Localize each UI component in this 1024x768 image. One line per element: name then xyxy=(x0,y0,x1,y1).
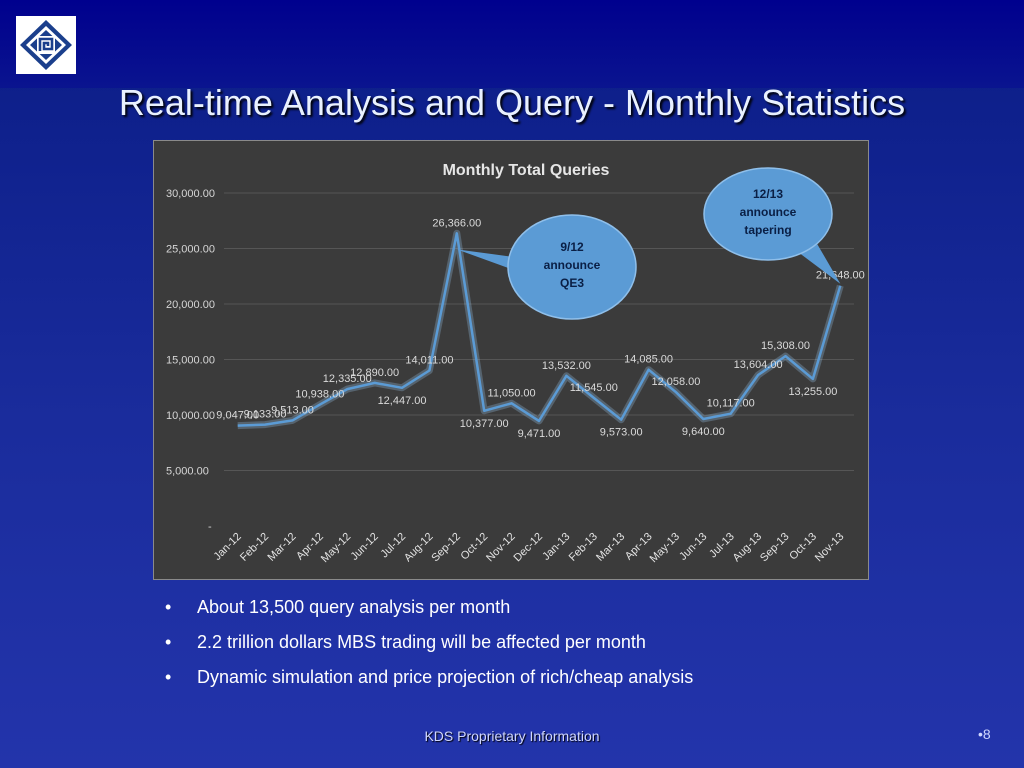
data-label: 13,604.00 xyxy=(734,359,783,371)
x-tick-label: Feb-13 xyxy=(567,531,600,564)
bullet-text: Dynamic simulation and price projection … xyxy=(197,667,694,687)
callout-bubble: 9/12 announce QE3 xyxy=(456,214,637,320)
series-line-group xyxy=(237,229,844,430)
x-tick-label: Jun-12 xyxy=(349,531,381,563)
x-tick-label: Dec-12 xyxy=(512,531,546,565)
bullet-list: • About 13,500 query analysis per month … xyxy=(165,594,693,699)
x-tick-label: May-12 xyxy=(319,531,353,565)
kds-logo-icon xyxy=(16,16,76,74)
bullet-item: • Dynamic simulation and price projectio… xyxy=(165,664,693,699)
x-tick-label: Aug-13 xyxy=(731,531,765,565)
data-label: 12,335.00 xyxy=(323,373,372,385)
data-label: 13,532.00 xyxy=(542,360,591,372)
data-label: 13,255.00 xyxy=(788,386,837,398)
data-label: 9,573.00 xyxy=(600,427,643,439)
bullet-item: • About 13,500 query analysis per month xyxy=(165,594,693,629)
data-label: 11,050.00 xyxy=(488,387,536,399)
data-label: 9,047.00 xyxy=(216,410,259,422)
square-spiral-icon xyxy=(20,20,72,70)
data-label: 9,640.00 xyxy=(682,426,725,438)
bullet-text: About 13,500 query analysis per month xyxy=(197,597,511,617)
callout-text: QE3 xyxy=(560,276,584,290)
callout-bubble: 12/13 announce tapering xyxy=(703,167,841,284)
x-tick-label: Jan-12 xyxy=(212,531,244,563)
x-tick-label: Sep-13 xyxy=(758,531,792,565)
data-label: 21,648.00 xyxy=(816,270,865,282)
data-label: 9,133.00 xyxy=(244,409,287,421)
x-tick-label: Nov-13 xyxy=(813,531,847,565)
x-tick-label: Jun-13 xyxy=(677,531,709,563)
data-label: 9,471.00 xyxy=(518,428,561,440)
y-tick-label: 15,000.00 xyxy=(166,355,215,367)
bullet-item: • 2.2 trillion dollars MBS trading will … xyxy=(165,629,693,664)
bullet-marker: • xyxy=(165,667,172,687)
bullet-marker: • xyxy=(165,632,172,652)
callout-ellipse xyxy=(507,214,637,320)
header-band xyxy=(0,0,1024,88)
bullet-text: 2.2 trillion dollars MBS trading will be… xyxy=(197,632,646,652)
x-tick-label: Nov-12 xyxy=(484,531,518,565)
data-label: 15,308.00 xyxy=(761,340,810,352)
page-title: Real-time Analysis and Query - Monthly S… xyxy=(118,82,906,123)
callout-text: 12/13 xyxy=(753,187,783,201)
y-tick-label: 5,000.00 xyxy=(166,466,209,478)
data-label: 12,447.00 xyxy=(378,395,427,407)
footer-text: KDS Proprietary Information xyxy=(424,728,600,744)
series-line xyxy=(237,232,842,427)
callout-text: 9/12 xyxy=(560,240,584,254)
data-label: 14,085.00 xyxy=(624,354,673,366)
y-tick-label: 25,000.00 xyxy=(166,244,215,256)
chart-x-axis: Jan-12Feb-12Mar-12Apr-12May-12Jun-12Jul-… xyxy=(212,531,847,565)
x-tick-label: May-13 xyxy=(648,531,682,565)
x-tick-label: Aug-12 xyxy=(402,531,436,565)
data-label: 26,366.00 xyxy=(432,217,481,229)
callout-text: tapering xyxy=(744,223,791,237)
callout-pointer xyxy=(798,242,841,284)
y-tick-label: 10,000.00 xyxy=(166,410,215,422)
chart-title: Monthly Total Queries xyxy=(443,162,610,179)
x-tick-label: Jan-13 xyxy=(540,531,572,563)
data-label: 12,890.00 xyxy=(350,367,399,379)
y-tick-label: 20,000.00 xyxy=(166,299,215,311)
callout-text: announce xyxy=(740,205,797,219)
data-label: 11,545.00 xyxy=(570,382,618,394)
data-label: 10,938.00 xyxy=(295,389,344,401)
chart-panel: - 5,000.00 10,000.00 15,000.00 20,000.00 25,0… xyxy=(153,140,869,580)
data-label: 9,513.00 xyxy=(271,404,314,416)
y-tick-label: 30,000.00 xyxy=(166,188,215,200)
x-tick-label: Mar-13 xyxy=(594,531,627,564)
callout-pointer xyxy=(456,249,522,273)
y-tick-label: - xyxy=(208,521,212,533)
bullet-marker: • xyxy=(165,597,172,617)
x-tick-label: Sep-12 xyxy=(429,531,463,565)
chart-y-axis: - 5,000.00 10,000.00 15,000.00 20,000.00 25,0… xyxy=(166,188,215,533)
data-labels: 9,047.009,133.009,513.00 10,938.00 12,335.… xyxy=(216,217,864,440)
callout-ellipse xyxy=(703,167,833,261)
callout-text: announce xyxy=(544,258,601,272)
data-label: 14,011.00 xyxy=(405,354,453,366)
x-tick-label: Feb-12 xyxy=(238,531,271,564)
line-chart: - 5,000.00 10,000.00 15,000.00 20,000.00 25,0… xyxy=(166,162,865,565)
x-tick-label: Mar-12 xyxy=(265,531,298,564)
data-label: 10,117.00 xyxy=(707,398,755,410)
data-label: 12,058.00 xyxy=(651,376,700,388)
page-number: •8 xyxy=(978,726,991,742)
annotations: 9/12 announce QE3 12/13 announce tapering xyxy=(456,167,841,320)
data-label: 10,377.00 xyxy=(460,418,509,430)
